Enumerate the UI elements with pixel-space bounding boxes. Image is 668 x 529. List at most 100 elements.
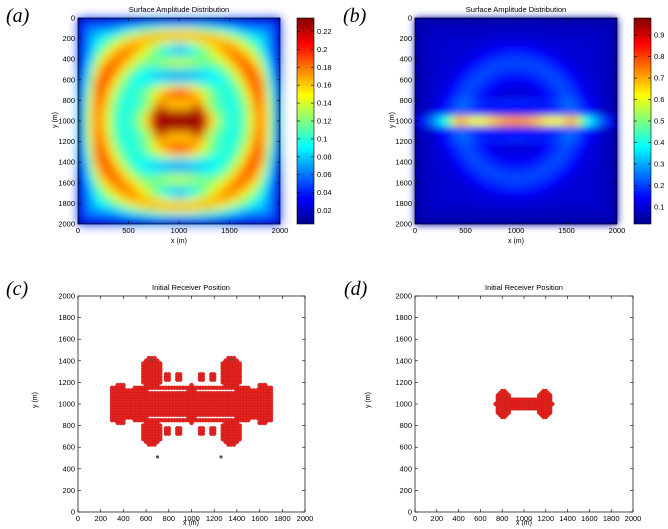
heatmap-cell (470, 172, 477, 179)
heatmap-cell (450, 213, 456, 220)
heatmap-cell (254, 141, 261, 148)
heatmap-cell (470, 218, 477, 225)
heatmap-cell (495, 141, 502, 148)
heatmap-cell (88, 38, 94, 45)
heatmap-cell (445, 193, 451, 199)
heatmap-cell (576, 162, 583, 168)
heatmap-cell (249, 69, 256, 76)
heatmap-cell (219, 54, 226, 60)
heatmap-cell (269, 90, 276, 96)
heatmap-cell (485, 43, 492, 50)
heatmap-cell (611, 100, 618, 107)
heatmap-cell (259, 146, 266, 153)
heatmap-cell (450, 48, 456, 55)
heatmap-cell (138, 43, 145, 50)
heatmap-cell (249, 218, 256, 225)
heatmap-cell (173, 198, 180, 204)
heatmap-cell (199, 136, 205, 143)
heatmap-cell (596, 203, 603, 210)
heatmap-cell (173, 172, 180, 179)
heatmap-cell (274, 198, 281, 204)
heatmap-cell (430, 100, 436, 107)
heatmap-cell (415, 23, 421, 29)
heatmap-cell (445, 146, 451, 153)
heatmap-cell (556, 141, 563, 148)
heatmap-cell (264, 131, 271, 138)
heatmap-cell (591, 126, 598, 132)
heatmap-cell (586, 48, 593, 55)
heatmap-cell (546, 110, 552, 117)
heatmap-cell (229, 105, 236, 112)
heatmap-cell (430, 203, 436, 210)
heatmap-cell (510, 110, 517, 117)
heatmap-cell (118, 100, 125, 107)
heatmap-cell (440, 38, 446, 45)
heatmap-cell (601, 198, 608, 204)
heatmap-cell (83, 131, 89, 138)
heatmap-cell (199, 203, 205, 210)
heatmap-cell (430, 115, 436, 122)
heatmap-cell (475, 43, 482, 50)
heatmap-cell (199, 110, 205, 117)
heatmap-cell (420, 198, 426, 204)
heatmap-cell (455, 213, 462, 220)
heatmap-cell (128, 105, 135, 112)
heatmap-cell (541, 198, 547, 204)
panel-a-ticks: 0 500 1000 1500 2000020040060080010001200140… (58, 14, 288, 236)
heatmap-cell (470, 79, 477, 86)
colorbar-tick-label: 0.2 (317, 45, 327, 54)
heatmap-cell (586, 131, 593, 138)
heatmap-cell (435, 218, 441, 225)
heatmap-cell (274, 131, 281, 138)
heatmap-cell (521, 218, 527, 225)
heatmap-cell (541, 172, 547, 179)
heatmap-cell (561, 38, 568, 45)
heatmap-cell (239, 95, 246, 101)
heatmap-cell (455, 64, 462, 71)
heatmap-cell (551, 218, 557, 225)
heatmap-cell (259, 182, 266, 189)
heatmap-cell (415, 115, 421, 122)
heatmap-cell (113, 172, 119, 179)
heatmap-cell (219, 100, 226, 107)
heatmap-cell (420, 218, 426, 225)
heatmap-cell (153, 64, 160, 71)
heatmap-cell (596, 141, 603, 148)
heatmap-cell (566, 182, 573, 189)
heatmap-cell (475, 28, 482, 35)
heatmap-cell (98, 151, 104, 158)
heatmap-cell (88, 59, 94, 65)
heatmap-cell (596, 208, 603, 215)
heatmap-cell (470, 28, 477, 35)
heatmap-cell (425, 23, 431, 29)
heatmap-cell (581, 54, 588, 60)
heatmap-cell (465, 59, 472, 65)
heatmap-cell (581, 162, 588, 168)
heatmap-cell (254, 121, 261, 127)
panel-c-x-label: x (m) (183, 520, 199, 527)
heatmap-cell (586, 172, 593, 179)
heatmap-cell (204, 187, 210, 194)
heatmap-cell (133, 79, 140, 86)
heatmap-cell (123, 141, 130, 148)
heatmap-cell (98, 84, 104, 91)
heatmap-cell (163, 48, 170, 55)
heatmap-cell (98, 131, 104, 138)
heatmap-cell (505, 218, 512, 225)
heatmap-cell (455, 95, 462, 101)
heatmap-cell (475, 208, 482, 215)
heatmap-cell (88, 90, 94, 96)
heatmap-cell (254, 208, 261, 215)
x-tick-label: 1000 (171, 226, 188, 235)
heatmap-cell (606, 90, 613, 96)
heatmap-cell (546, 48, 552, 55)
heatmap-cell (274, 182, 281, 189)
heatmap-cell (465, 177, 472, 184)
heatmap-cell (495, 167, 502, 174)
heatmap-cell (78, 69, 84, 76)
heatmap-cell (158, 187, 165, 194)
heatmap-cell (123, 59, 130, 65)
heatmap-cell (163, 79, 170, 86)
heatmap-cell (480, 115, 487, 122)
heatmap-cell (204, 167, 210, 174)
